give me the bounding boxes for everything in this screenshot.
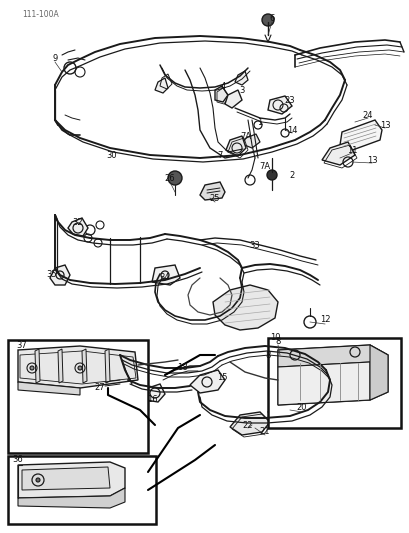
Circle shape <box>168 171 182 185</box>
Polygon shape <box>152 265 180 285</box>
Polygon shape <box>22 467 110 490</box>
Polygon shape <box>277 345 387 405</box>
Text: 35: 35 <box>47 270 57 279</box>
Polygon shape <box>18 488 125 508</box>
Text: 25: 25 <box>209 193 220 203</box>
Text: 1: 1 <box>257 117 262 126</box>
Text: 21: 21 <box>259 427 270 437</box>
Text: 13: 13 <box>366 156 376 165</box>
Text: 7A: 7A <box>240 132 251 141</box>
Polygon shape <box>18 462 125 498</box>
Text: 33: 33 <box>249 240 260 249</box>
Text: 15: 15 <box>216 374 227 383</box>
Bar <box>8 456 155 524</box>
Polygon shape <box>234 71 247 85</box>
Text: 26: 26 <box>164 174 175 182</box>
Text: 12: 12 <box>319 316 329 325</box>
Polygon shape <box>267 396 301 420</box>
Text: 111-100A: 111-100A <box>22 10 58 19</box>
Text: 22: 22 <box>242 421 253 430</box>
Bar <box>267 338 400 428</box>
Text: 14: 14 <box>286 125 297 134</box>
Text: 2: 2 <box>289 171 294 180</box>
Text: 8: 8 <box>274 337 280 346</box>
Polygon shape <box>225 90 241 108</box>
Text: 23: 23 <box>284 95 294 104</box>
Circle shape <box>78 366 82 370</box>
Polygon shape <box>35 349 40 383</box>
Polygon shape <box>58 349 63 383</box>
Text: 7: 7 <box>217 150 222 159</box>
Text: 16: 16 <box>146 395 157 405</box>
Polygon shape <box>225 136 245 156</box>
Polygon shape <box>277 362 369 405</box>
Text: 36: 36 <box>13 456 23 464</box>
Polygon shape <box>214 86 227 102</box>
Text: 24: 24 <box>362 110 372 119</box>
Text: 7A: 7A <box>259 161 270 171</box>
Text: 34: 34 <box>159 272 170 281</box>
Text: 27: 27 <box>94 384 105 392</box>
Polygon shape <box>339 120 381 152</box>
Text: 37: 37 <box>17 341 27 350</box>
Polygon shape <box>105 349 110 383</box>
Polygon shape <box>267 96 291 114</box>
Polygon shape <box>68 218 88 236</box>
Circle shape <box>266 170 276 180</box>
Polygon shape <box>82 349 87 383</box>
Polygon shape <box>369 345 387 400</box>
Text: 8: 8 <box>265 351 270 359</box>
Text: 6: 6 <box>269 13 274 22</box>
Polygon shape <box>139 384 164 402</box>
Circle shape <box>30 366 34 370</box>
Polygon shape <box>321 142 354 165</box>
Text: 13: 13 <box>379 120 389 130</box>
Text: 3: 3 <box>239 85 244 94</box>
Circle shape <box>261 14 273 26</box>
Polygon shape <box>241 134 259 148</box>
Text: 10: 10 <box>269 334 280 343</box>
Text: 9: 9 <box>52 53 58 62</box>
Polygon shape <box>229 412 270 435</box>
Polygon shape <box>50 265 70 285</box>
Polygon shape <box>18 346 138 388</box>
Text: 4: 4 <box>220 82 225 91</box>
Polygon shape <box>277 345 387 367</box>
Polygon shape <box>155 78 168 93</box>
Polygon shape <box>200 182 225 200</box>
Text: 20: 20 <box>296 403 306 413</box>
Bar <box>8 340 148 453</box>
Text: 11: 11 <box>346 146 356 155</box>
Circle shape <box>36 478 40 482</box>
Text: 32: 32 <box>72 217 83 227</box>
Polygon shape <box>189 370 225 393</box>
Polygon shape <box>18 382 80 395</box>
Polygon shape <box>213 285 277 330</box>
Text: 18: 18 <box>176 364 187 373</box>
Text: 30: 30 <box>106 150 117 159</box>
Polygon shape <box>100 376 128 398</box>
